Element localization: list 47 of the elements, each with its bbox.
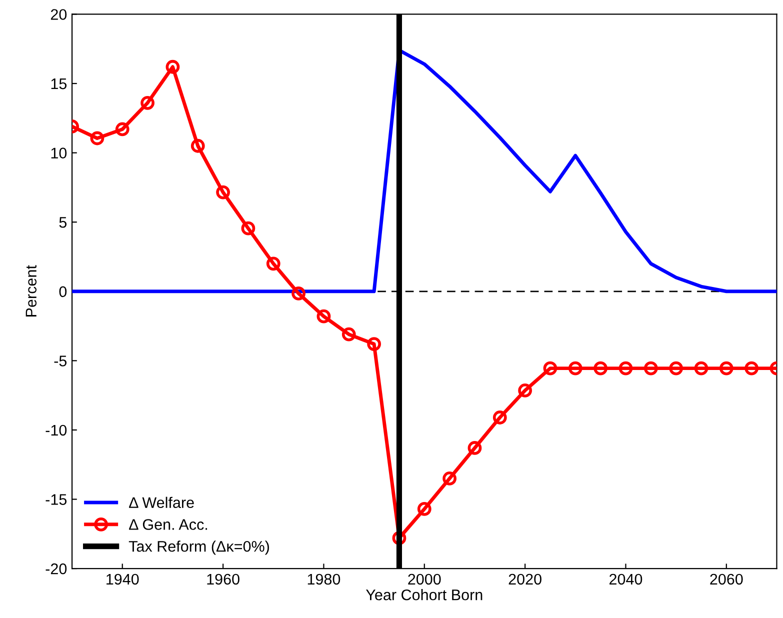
point <box>568 361 582 376</box>
point <box>618 361 633 376</box>
legend-label: Δ Welfare <box>129 496 194 508</box>
point <box>694 361 708 376</box>
x-axis-title: Year Cohort Born <box>366 589 482 600</box>
point <box>90 131 104 146</box>
point <box>719 361 734 376</box>
point <box>166 60 180 74</box>
point <box>216 185 230 200</box>
y-tick-label: -5 <box>54 356 67 366</box>
x-tick-label: 2000 <box>408 574 441 585</box>
y-tick-label: 15 <box>51 78 67 90</box>
point <box>241 221 256 236</box>
point <box>468 441 482 455</box>
point <box>518 384 532 398</box>
legend-label: Δ Gen. Acc. <box>129 519 208 530</box>
point <box>342 327 356 342</box>
point <box>744 361 759 376</box>
x-tick-label: 1960 <box>207 574 240 585</box>
point <box>644 361 658 376</box>
y-tick-label: 5 <box>59 217 67 228</box>
point <box>190 138 205 153</box>
y-axis-title: Percent <box>26 265 37 316</box>
point <box>115 122 130 136</box>
y-tick-label: 10 <box>51 148 67 158</box>
point <box>367 337 381 351</box>
y-tick-label: 20 <box>50 9 67 20</box>
point <box>492 410 507 424</box>
legend-label: Tax Reform (Δκ=0%) <box>128 540 269 555</box>
x-tick-label: 1980 <box>308 574 340 585</box>
x-tick-label: 1940 <box>106 574 139 585</box>
point <box>669 361 684 376</box>
x-tick-label: 2020 <box>508 574 542 585</box>
point <box>594 361 608 376</box>
point <box>543 361 558 376</box>
y-tick-label: -15 <box>46 494 67 505</box>
point <box>266 256 280 271</box>
y-tick-label: 0 <box>59 286 67 298</box>
point <box>292 286 306 300</box>
point <box>140 96 154 110</box>
x-tick-label: 2060 <box>710 574 743 585</box>
x-tick-label: 2040 <box>610 574 642 585</box>
point <box>316 309 331 324</box>
y-tick-label: -10 <box>46 424 67 436</box>
point <box>417 502 432 516</box>
point <box>442 472 456 486</box>
y-tick-label: -20 <box>46 563 67 574</box>
